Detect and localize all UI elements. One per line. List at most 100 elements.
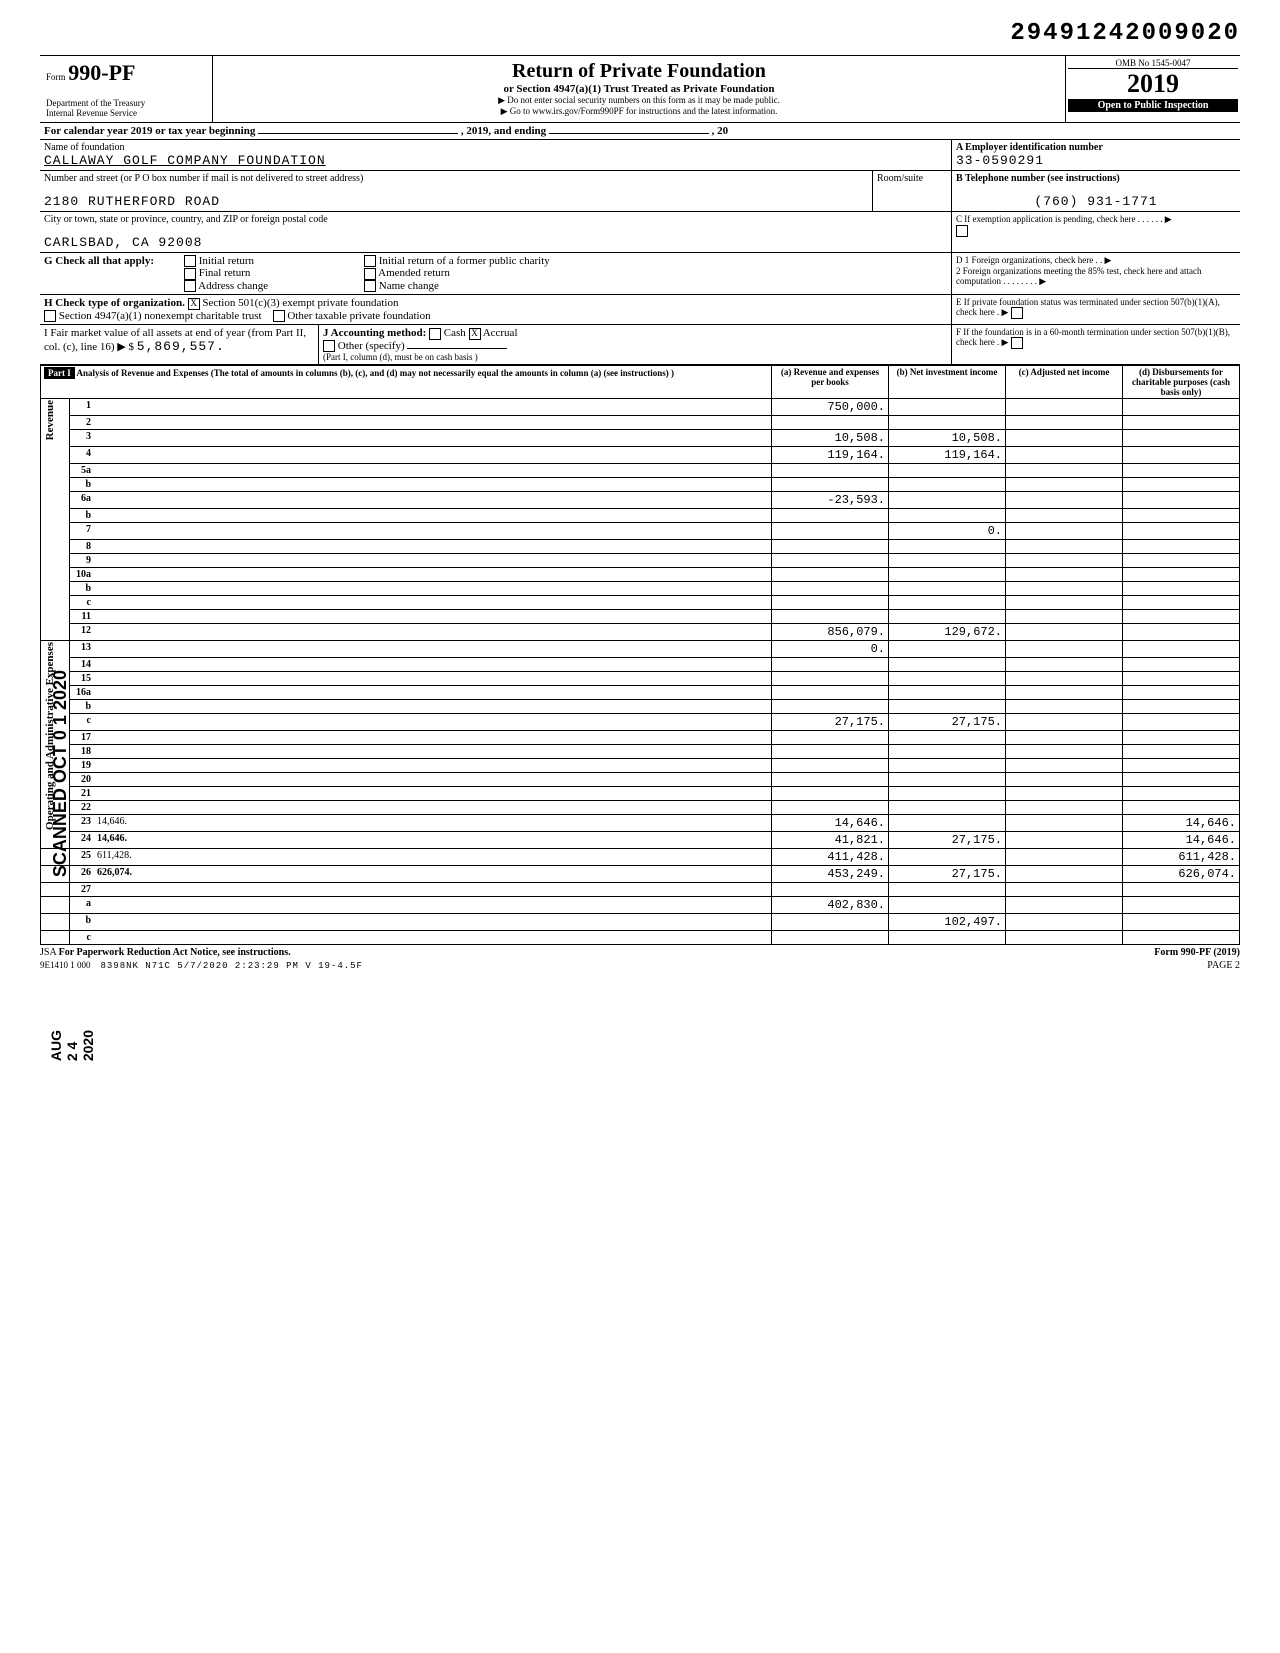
line-number: 11 xyxy=(70,610,95,624)
line-23-col-c xyxy=(1006,815,1123,832)
c-checkbox[interactable] xyxy=(956,225,968,237)
line-11-col-a xyxy=(772,610,889,624)
line-2-col-d xyxy=(1123,416,1240,430)
line-2-col-c xyxy=(1006,416,1123,430)
line-9-col-b xyxy=(889,554,1006,568)
line-16a-col-a xyxy=(772,686,889,700)
line-a-col-c xyxy=(1006,897,1123,914)
form-subtitle3: ▶ Go to www.irs.gov/Form990PF for instru… xyxy=(217,106,1061,117)
line-26-col-d: 626,074. xyxy=(1123,866,1240,883)
c-exemption: C If exemption application is pending, c… xyxy=(956,214,1236,225)
line-11-col-c xyxy=(1006,610,1123,624)
d2: 2 Foreign organizations meeting the 85% … xyxy=(956,266,1236,287)
line-4-col-b: 119,164. xyxy=(889,447,1006,464)
line-desc xyxy=(94,745,772,759)
line-26-col-c xyxy=(1006,866,1123,883)
dept-treasury: Department of the Treasury xyxy=(46,98,206,108)
footer: JSA For Paperwork Reduction Act Notice, … xyxy=(40,947,1240,958)
scanned-stamp: SCANNED OCT 0 1 2020 xyxy=(50,670,71,877)
g4-check[interactable] xyxy=(364,255,376,267)
line-c-col-d xyxy=(1123,714,1240,731)
line-12-col-d xyxy=(1123,624,1240,641)
col-d-header: (d) Disbursements for charitable purpose… xyxy=(1123,366,1240,399)
line-number: c xyxy=(70,931,95,945)
j-accrual-check[interactable]: X xyxy=(469,328,481,340)
part1-label: Part I xyxy=(44,367,75,379)
line-number: 15 xyxy=(70,672,95,686)
line-12-col-b: 129,672. xyxy=(889,624,1006,641)
line-1-col-b xyxy=(889,399,1006,416)
line-23-col-d: 14,646. xyxy=(1123,815,1240,832)
line-desc xyxy=(94,596,772,610)
paperwork-notice: For Paperwork Reduction Act Notice, see … xyxy=(59,947,291,958)
aug-stamp: AUG 2 4 2020 xyxy=(48,1030,96,1061)
line-desc xyxy=(94,686,772,700)
form-prefix: Form xyxy=(46,72,66,82)
line-19-col-c xyxy=(1006,759,1123,773)
g3-check[interactable] xyxy=(184,280,196,292)
h1: Section 501(c)(3) exempt private foundat… xyxy=(202,297,398,309)
h1-check[interactable]: X xyxy=(188,298,200,310)
f-check[interactable] xyxy=(1011,337,1023,349)
line-4-col-c xyxy=(1006,447,1123,464)
g5: Amended return xyxy=(378,267,450,279)
line-17-col-a xyxy=(772,731,889,745)
line-27-col-d xyxy=(1123,883,1240,897)
cal-end: , 20 xyxy=(712,125,729,137)
line-5a-col-b xyxy=(889,464,1006,478)
form-title: Return of Private Foundation xyxy=(217,60,1061,83)
line-4-col-d xyxy=(1123,447,1240,464)
line-25-col-c xyxy=(1006,849,1123,866)
line-b-col-c xyxy=(1006,509,1123,523)
line-b-col-d xyxy=(1123,582,1240,596)
line-number: 1 xyxy=(70,399,95,416)
line-c-col-d xyxy=(1123,931,1240,945)
line-9-col-c xyxy=(1006,554,1123,568)
line-14-col-d xyxy=(1123,658,1240,672)
e-check[interactable] xyxy=(1011,307,1023,319)
g-label: G Check all that apply: xyxy=(44,255,154,267)
line-desc xyxy=(94,773,772,787)
line-desc xyxy=(94,714,772,731)
line-2-col-a xyxy=(772,416,889,430)
h3-check[interactable] xyxy=(273,310,285,322)
line-6a-col-a: -23,593. xyxy=(772,492,889,509)
h2-check[interactable] xyxy=(44,310,56,322)
line-6a-col-b xyxy=(889,492,1006,509)
line-number: c xyxy=(70,714,95,731)
g5-check[interactable] xyxy=(364,268,376,280)
g1-check[interactable] xyxy=(184,255,196,267)
line-12-col-a: 856,079. xyxy=(772,624,889,641)
line-25-col-d: 611,428. xyxy=(1123,849,1240,866)
line-14-col-b xyxy=(889,658,1006,672)
line-10a-col-b xyxy=(889,568,1006,582)
form-subtitle2: ▶ Do not enter social security numbers o… xyxy=(217,95,1061,106)
line-25-col-b xyxy=(889,849,1006,866)
street-address: 2180 RUTHERFORD ROAD xyxy=(44,194,868,209)
d1: D 1 Foreign organizations, check here . … xyxy=(956,255,1236,266)
j-other-check[interactable] xyxy=(323,340,335,352)
line-21-col-b xyxy=(889,787,1006,801)
jsa: JSA xyxy=(40,947,56,958)
line-c-col-a xyxy=(772,596,889,610)
j-cash-check[interactable] xyxy=(429,328,441,340)
g2-check[interactable] xyxy=(184,268,196,280)
line-b-col-c xyxy=(1006,914,1123,931)
name-label: Name of foundation xyxy=(44,142,947,153)
line-1-col-c xyxy=(1006,399,1123,416)
line-17-col-c xyxy=(1006,731,1123,745)
line-16a-col-c xyxy=(1006,686,1123,700)
line-4-col-a: 119,164. xyxy=(772,447,889,464)
cal-begin: For calendar year 2019 or tax year begin… xyxy=(44,125,255,137)
h3: Other taxable private foundation xyxy=(287,310,430,322)
line-number: 27 xyxy=(70,883,95,897)
g6-check[interactable] xyxy=(364,280,376,292)
line-desc xyxy=(94,464,772,478)
line-3-col-c xyxy=(1006,430,1123,447)
line-24-col-a: 41,821. xyxy=(772,832,889,849)
line-7-col-c xyxy=(1006,523,1123,540)
line-number: 22 xyxy=(70,801,95,815)
g1: Initial return xyxy=(199,255,254,267)
line-desc xyxy=(94,700,772,714)
line-c-col-a xyxy=(772,931,889,945)
